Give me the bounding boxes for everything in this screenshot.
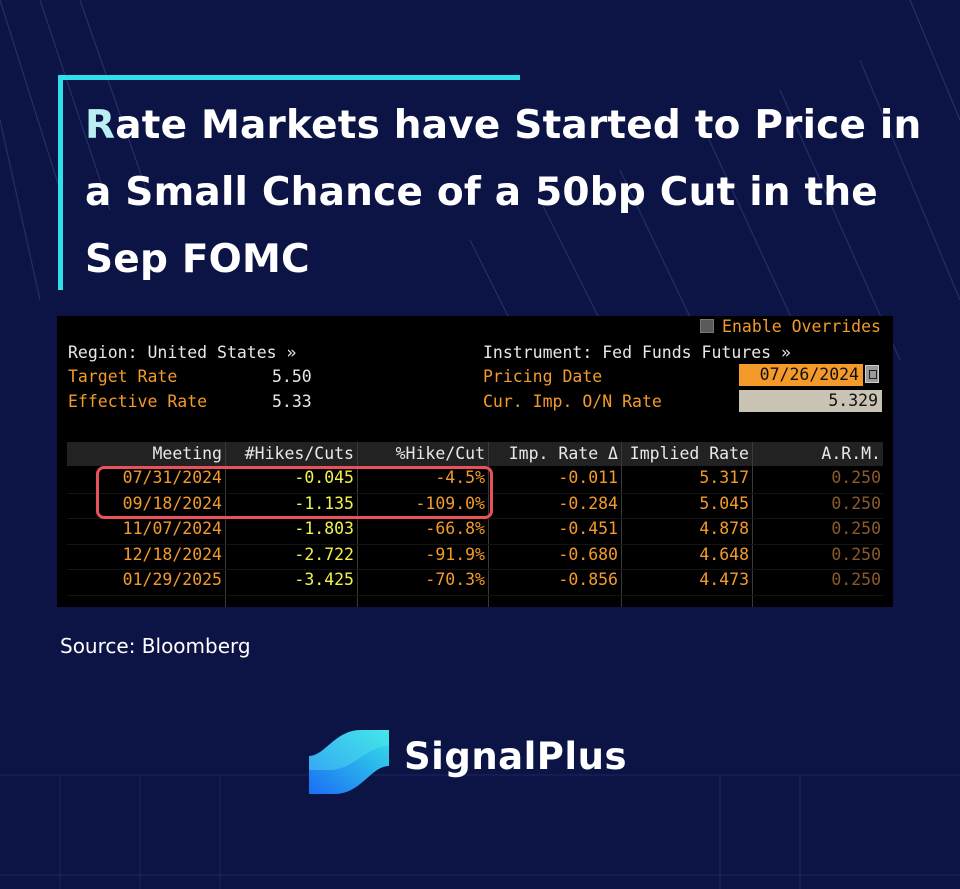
- table-cell: -109.0%: [415, 493, 485, 513]
- table-cell: -1.135: [294, 493, 354, 513]
- table-cell: 0.250: [831, 519, 881, 539]
- table-cell: -66.8%: [425, 519, 485, 539]
- table-cell: 4.473: [699, 570, 749, 590]
- target-rate-value: 5.50: [272, 367, 312, 386]
- highlight-box: [96, 466, 493, 519]
- row-divider: [67, 492, 883, 494]
- table-header-bar: [67, 442, 883, 466]
- table-cell: -0.045: [294, 468, 354, 487]
- table-cell: -3.425: [294, 570, 354, 590]
- effective-rate-value: 5.33: [272, 392, 312, 411]
- headline-first-letter: R: [85, 103, 116, 148]
- table-cell: 4.648: [699, 544, 749, 564]
- table-cell: 4.878: [699, 519, 749, 539]
- column-separator: [357, 442, 358, 607]
- column-header[interactable]: A.R.M.: [821, 444, 881, 463]
- table-cell: -2.722: [294, 544, 354, 564]
- checkbox-icon: [700, 319, 715, 333]
- brand-name: SignalPlus: [404, 735, 627, 778]
- calendar-icon[interactable]: [865, 365, 879, 383]
- bloomberg-terminal-panel: Enable Overrides Region: United States »…: [57, 316, 893, 607]
- onrate-input[interactable]: 5.329: [739, 390, 882, 412]
- table-cell: 07/31/2024: [122, 468, 222, 487]
- table-cell: -70.3%: [425, 570, 485, 590]
- table-cell: -0.856: [558, 570, 618, 590]
- table-cell: 09/18/2024: [122, 493, 222, 513]
- column-separator: [225, 442, 226, 607]
- table-cell: -0.011: [558, 468, 618, 487]
- accent-bar-left: [58, 75, 63, 290]
- source-caption: Source: Bloomberg: [60, 634, 251, 658]
- table-cell: 11/07/2024: [122, 519, 222, 539]
- table-cell: 5.317: [699, 468, 749, 487]
- row-divider: [67, 543, 883, 545]
- row-divider: [67, 595, 883, 596]
- table-cell: -91.9%: [425, 544, 485, 564]
- column-separator: [621, 442, 622, 607]
- column-separator: [488, 442, 489, 607]
- table-cell: -1.803: [294, 519, 354, 539]
- column-header[interactable]: %Hike/Cut: [395, 444, 485, 463]
- pricing-date-label: Pricing Date: [483, 367, 603, 386]
- region-label[interactable]: Region: United States »: [68, 343, 297, 362]
- headline: Rate Markets have Started to Price in a …: [85, 92, 925, 293]
- effective-rate-label: Effective Rate: [68, 392, 208, 411]
- table-cell: -0.680: [558, 544, 618, 564]
- headline-rest: ate Markets have Started to Price in a S…: [85, 103, 922, 282]
- onrate-label: Cur. Imp. O/N Rate: [483, 392, 662, 411]
- pricing-date-input[interactable]: 07/26/2024: [739, 364, 863, 386]
- column-header[interactable]: #Hikes/Cuts: [244, 444, 354, 463]
- table-cell: -0.284: [558, 493, 618, 513]
- column-header[interactable]: Implied Rate: [629, 444, 749, 463]
- table-cell: 5.045: [699, 493, 749, 513]
- enable-overrides-checkbox[interactable]: Enable Overrides: [700, 317, 881, 336]
- signalplus-logo-icon: [309, 730, 389, 794]
- column-separator: [752, 442, 753, 607]
- table-cell: 0.250: [831, 468, 881, 487]
- column-header[interactable]: Meeting: [152, 444, 222, 463]
- target-rate-label: Target Rate: [68, 367, 178, 386]
- enable-overrides-label: Enable Overrides: [722, 317, 881, 336]
- instrument-label[interactable]: Instrument: Fed Funds Futures »: [483, 343, 791, 362]
- table-cell: -4.5%: [435, 468, 485, 487]
- table-cell: 0.250: [831, 493, 881, 513]
- table-cell: 0.250: [831, 544, 881, 564]
- column-header[interactable]: Imp. Rate Δ: [508, 444, 618, 463]
- row-divider: [67, 569, 883, 571]
- table-cell: 12/18/2024: [122, 544, 222, 564]
- table-cell: 0.250: [831, 570, 881, 590]
- table-cell: -0.451: [558, 519, 618, 539]
- accent-bar-top: [58, 75, 520, 80]
- table-cell: 01/29/2025: [122, 570, 222, 590]
